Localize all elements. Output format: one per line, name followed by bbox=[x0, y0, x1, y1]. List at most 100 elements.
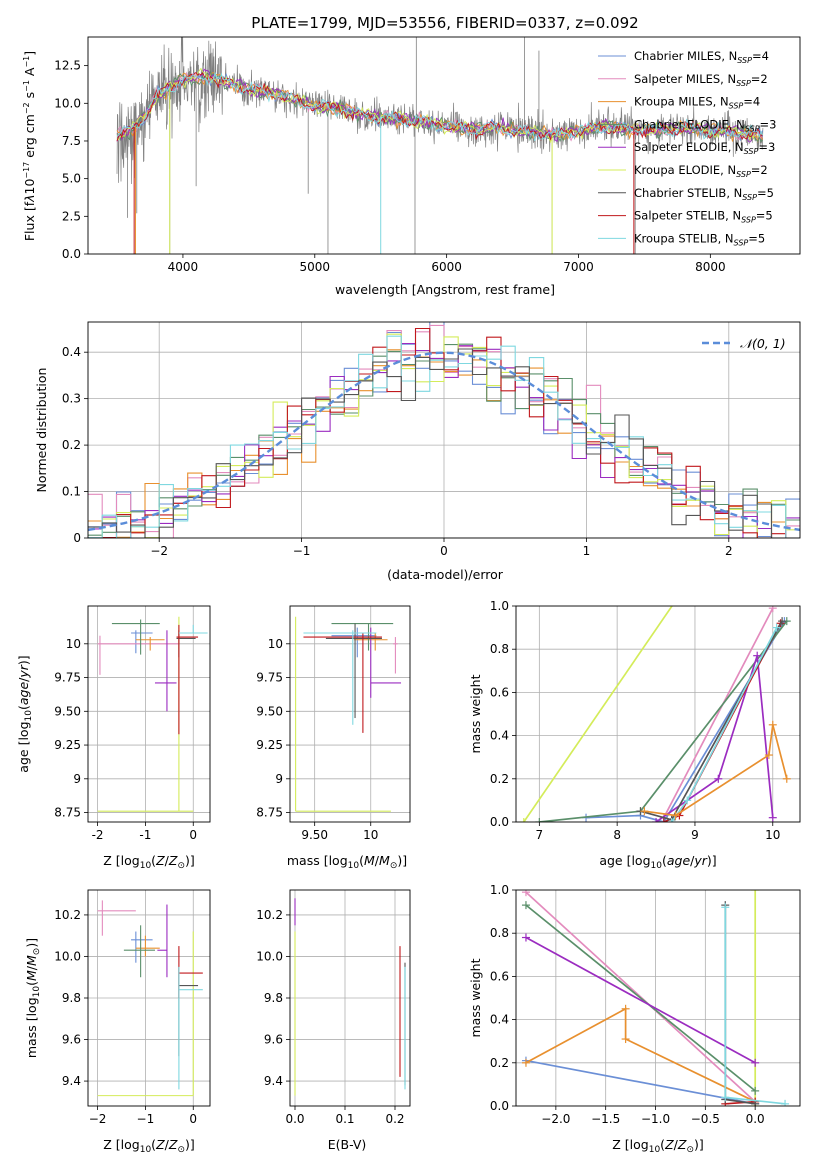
figure-title: PLATE=1799, MJD=53556, FIBERID=0337, z=0… bbox=[251, 14, 638, 32]
legend-label-salpeter_miles: Salpeter MILES, NSSP=2 bbox=[634, 72, 768, 88]
legend-label-salpeter_elodie: Salpeter ELODIE, NSSP=3 bbox=[634, 140, 775, 156]
weight-marker-kroupa_miles bbox=[764, 751, 773, 760]
weight-marker-salpeter_miles bbox=[768, 606, 777, 613]
x-tick-label: 10 bbox=[363, 828, 378, 842]
mass_vs_EBV-plot-area bbox=[290, 890, 410, 1106]
y-tick-label: 0.6 bbox=[490, 685, 509, 699]
residuals-panel: −2 −1 0 1 2 0 0.1 0.2 0.3 0.4 (data-model)/error No… bbox=[34, 321, 801, 582]
y-tick-label: 10.2 bbox=[54, 908, 81, 922]
y-tick-label: 0.4 bbox=[62, 345, 81, 359]
axes-frame bbox=[87, 36, 801, 255]
weight-line-chabrier_miles bbox=[585, 620, 786, 822]
mass_vs_Z-panel: −2 −1 0 9.4 9.6 9.8 10.0 10.2 Z [log10(Z/Z⊙)] mas… bbox=[24, 889, 211, 1155]
axes-frame bbox=[515, 605, 801, 823]
legend-label-normal: 𝒩(0, 1) bbox=[740, 336, 786, 351]
y-tick-label: 9 bbox=[73, 772, 81, 786]
axis-label: (data-model)/error bbox=[387, 567, 504, 582]
weight-marker-salpeter_elodie bbox=[753, 651, 762, 660]
x-tick-label: 7000 bbox=[563, 260, 594, 274]
normal-curve bbox=[88, 351, 800, 532]
axis-label: age [log10(age/yr)] bbox=[599, 853, 716, 871]
x-tick-label: 6000 bbox=[431, 260, 462, 274]
weight-marker-salpeter_elodie bbox=[714, 774, 723, 783]
weight-marker-salpeter_elodie bbox=[521, 933, 530, 942]
spectrum-panel: 4000 5000 6000 7000 8000 0.0 2.5 5.0 7.5 10.0 12.5… bbox=[22, 36, 801, 297]
y-tick-label: 9.4 bbox=[264, 1074, 283, 1088]
y-tick-label: 7.5 bbox=[62, 134, 81, 148]
legend-label-kroupa_stelib: Kroupa STELIB, NSSP=5 bbox=[634, 231, 765, 247]
x-tick-label: 9.50 bbox=[301, 828, 328, 842]
legend-label-kroupa_elodie: Kroupa ELODIE, NSSP=2 bbox=[634, 163, 768, 179]
x-tick-label: 0.0 bbox=[746, 1112, 765, 1126]
axes-frame bbox=[87, 321, 801, 539]
x-tick-label: 0 bbox=[189, 1112, 197, 1126]
legend-label-chabrier_elodie: Chabrier ELODIE, NSSP=3 bbox=[634, 117, 776, 133]
y-tick-label: 10.0 bbox=[256, 949, 283, 963]
x-tick-label: −2 bbox=[89, 1112, 107, 1126]
mass_vs_EBV-panel: 0.0 0.1 0.2 9.4 9.6 9.8 10.0 10.2 E(B-V) bbox=[256, 889, 411, 1152]
y-tick-label: 0.4 bbox=[490, 1013, 509, 1027]
axis-label: age [log10(age/yr)] bbox=[16, 655, 34, 772]
y-tick-label: 9.25 bbox=[256, 738, 283, 752]
legend-label-salpeter_stelib: Salpeter STELIB, NSSP=5 bbox=[634, 209, 773, 225]
axes-frame bbox=[289, 889, 411, 1107]
y-tick-label: 10.0 bbox=[54, 949, 81, 963]
x-tick-label: 2 bbox=[725, 544, 733, 558]
y-tick-label: 0.8 bbox=[490, 926, 509, 940]
y-tick-label: 8.75 bbox=[54, 806, 81, 820]
axis-label: Normed distribution bbox=[34, 368, 49, 493]
age_vs_Z-panel: -2 -1 0 8.75 9 9.25 9.50 9.75 10 Z [log10(Z/Z⊙)] a… bbox=[16, 605, 211, 871]
weight-marker-chabrier_stelib bbox=[778, 617, 787, 626]
weight-marker-kroupa_elodie bbox=[751, 890, 760, 894]
y-tick-label: 0.6 bbox=[490, 969, 509, 983]
axis-label: mass [log10(M/M⊙)] bbox=[287, 853, 407, 871]
axis-label: mass weight bbox=[468, 958, 483, 1037]
y-tick-label: 10 bbox=[66, 637, 81, 651]
x-tick-label: −1 bbox=[137, 1112, 155, 1126]
weight-marker-kroupa_miles bbox=[782, 774, 791, 783]
x-tick-label: 4000 bbox=[168, 260, 199, 274]
weight-line-salpeter_miles bbox=[663, 607, 774, 819]
x-tick-label: 5000 bbox=[300, 260, 331, 274]
y-tick-label: 9.25 bbox=[54, 738, 81, 752]
model-spectrum-salpeter_elodie bbox=[116, 68, 763, 143]
x-tick-label: 0 bbox=[440, 544, 448, 558]
residuals-plot-area bbox=[88, 322, 800, 538]
y-tick-label: 0.8 bbox=[490, 642, 509, 656]
axis-label: Z [log10(Z/Z⊙)] bbox=[103, 853, 195, 871]
axis-label: Z [log10(Z/Z⊙)] bbox=[612, 1137, 704, 1155]
x-tick-label: 8 bbox=[613, 828, 621, 842]
spectrum-legend: Chabrier MILES, NSSP=4 Salpeter MILES, NS… bbox=[598, 49, 776, 247]
x-tick-label: -1 bbox=[139, 828, 151, 842]
spectrum-plot-area bbox=[116, 37, 764, 254]
mass_vs_Z-plot-area bbox=[88, 890, 210, 1106]
weight-marker-kroupa_miles bbox=[671, 811, 680, 820]
y-tick-label: 9.50 bbox=[256, 704, 283, 718]
y-tick-label: 12.5 bbox=[54, 59, 81, 73]
y-tick-label: 8.75 bbox=[256, 806, 283, 820]
weight-marker-chabrier_elodie bbox=[535, 818, 544, 822]
age_vs_mass-panel: 9.50 10 8.75 9 9.25 9.50 9.75 10 mass [log10(M/M… bbox=[256, 605, 411, 871]
y-tick-label: 0 bbox=[73, 531, 81, 545]
axis-label: wavelength [Angstrom, rest frame] bbox=[335, 282, 555, 297]
weight-line-chabrier_elodie bbox=[525, 904, 756, 1092]
weight-marker-salpeter_elodie bbox=[768, 813, 777, 822]
y-tick-label: 2.5 bbox=[62, 209, 81, 223]
y-tick-label: 0.2 bbox=[490, 772, 509, 786]
weight_vs_Z-plot-area bbox=[516, 890, 800, 1106]
weight-marker-salpeter_stelib bbox=[659, 818, 668, 822]
weight-marker-kroupa_elodie bbox=[519, 818, 528, 822]
x-tick-label: −2.0 bbox=[541, 1112, 570, 1126]
weight-marker-chabrier_elodie bbox=[751, 1086, 760, 1095]
y-tick-label: 9.75 bbox=[54, 671, 81, 685]
y-tick-label: 10 bbox=[268, 637, 283, 651]
x-tick-label: 0.0 bbox=[285, 1112, 304, 1126]
weight-marker-kroupa_miles bbox=[521, 1058, 530, 1067]
legend-label-chabrier_stelib: Chabrier STELIB, NSSP=5 bbox=[634, 186, 774, 202]
axes-frame bbox=[289, 605, 411, 823]
x-tick-label: −2 bbox=[150, 544, 168, 558]
axes-frame bbox=[87, 889, 211, 1107]
weight-marker-chabrier_elodie bbox=[521, 901, 530, 910]
model-spectrum-kroupa_stelib bbox=[116, 72, 764, 142]
axis-label: Z [log10(Z/Z⊙)] bbox=[103, 1137, 195, 1155]
